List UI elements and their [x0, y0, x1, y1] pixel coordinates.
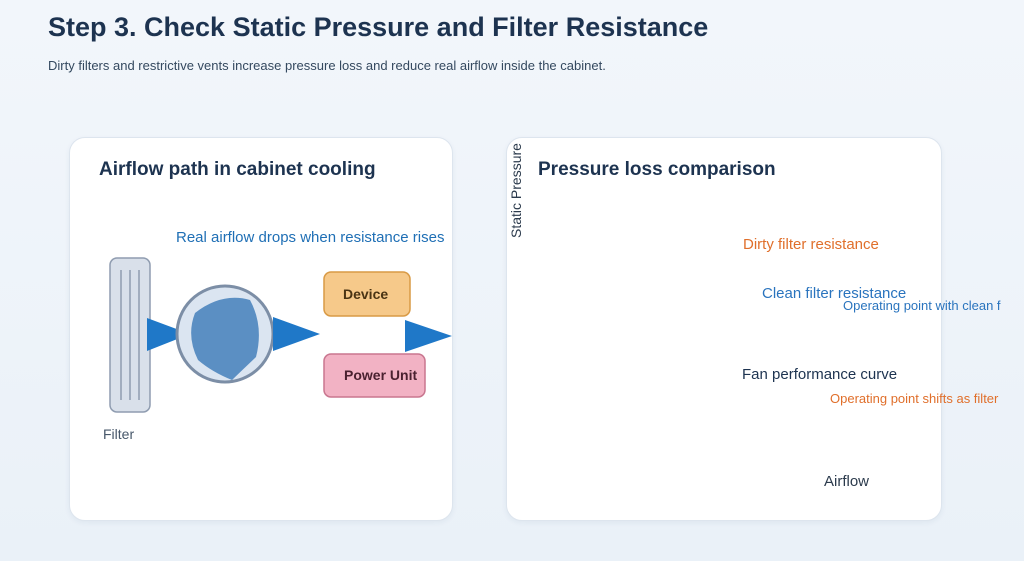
filter-label: Filter	[103, 426, 135, 442]
pressure-loss-panel: Pressure loss comparison	[506, 137, 942, 521]
page-title: Step 3. Check Static Pressure and Filter…	[48, 12, 709, 42]
device-box	[323, 271, 411, 317]
filter-icon	[109, 257, 151, 413]
fan-icon	[175, 284, 275, 384]
clean-filter-label: Clean filter resistance	[762, 285, 907, 302]
op-clean-label: Operating point with clean f	[843, 298, 1001, 313]
airflow-arrow-1	[147, 318, 190, 351]
airflow-arrow-3	[405, 320, 452, 352]
airflow-panel-title: Airflow path in cabinet cooling	[99, 159, 376, 180]
x-axis-label: Airflow	[824, 473, 870, 490]
airflow-note: Real airflow drops when resistance rises	[176, 229, 445, 246]
page-subtitle: Dirty filters and restrictive vents incr…	[48, 58, 606, 73]
y-axis-label: Static Pressure	[508, 143, 524, 238]
dirty-filter-label: Dirty filter resistance	[743, 236, 879, 253]
pressure-panel-title: Pressure loss comparison	[538, 159, 776, 180]
device-label-text: Device	[343, 286, 389, 302]
fan-curve-label: Fan performance curve	[742, 366, 898, 383]
power-unit-label: Power Unit	[344, 367, 418, 383]
power-unit-box	[323, 353, 426, 398]
op-shift-label: Operating point shifts as filter	[830, 391, 999, 406]
airflow-arrow-2	[273, 317, 320, 351]
